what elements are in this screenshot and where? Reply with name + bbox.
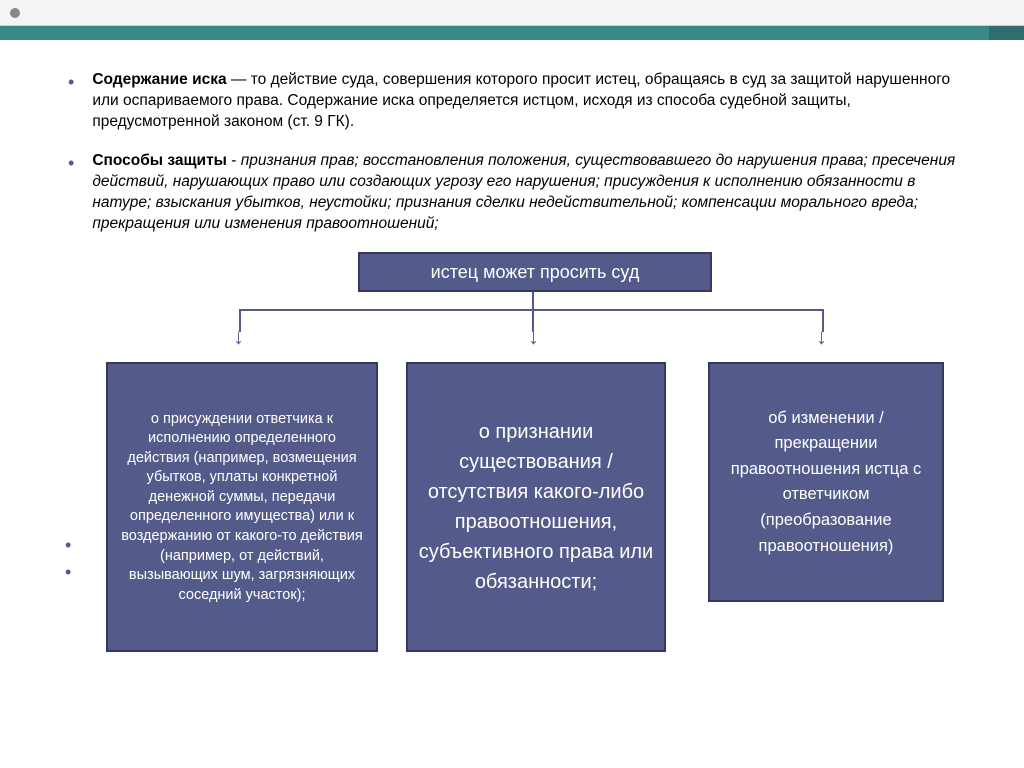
accent-strip — [0, 26, 1024, 40]
bullet-text: Способы защиты - признания прав; восстан… — [92, 151, 956, 235]
diagram-root-node: истец может просить суд — [358, 252, 712, 292]
diagram-child-node: об изменении / прекращении правоотношени… — [708, 362, 944, 602]
connector-lines — [68, 292, 968, 362]
titlebar-dot — [10, 8, 20, 18]
bullet-item: • Способы защиты - признания прав; восст… — [68, 151, 956, 235]
bullet-term: Способы защиты — [92, 152, 227, 169]
diagram-child-node: о присуждении ответчика к исполнению опр… — [106, 362, 378, 652]
bullet-marker: • — [68, 70, 74, 133]
arrow-down-icon: ↓ — [528, 324, 539, 350]
window-titlebar — [0, 0, 1024, 26]
bullet-item: • Содержание иска — то действие суда, со… — [68, 70, 956, 133]
side-bullets: •• — [65, 532, 71, 586]
arrow-down-icon: ↓ — [816, 324, 827, 350]
bullet-dash: - — [227, 152, 241, 169]
bullet-term: Содержание иска — [92, 71, 226, 88]
slide-content: • Содержание иска — то действие суда, со… — [0, 40, 1024, 692]
arrow-down-icon: ↓ — [233, 324, 244, 350]
diagram-child-node: о признании существования /отсутствия ка… — [406, 362, 666, 652]
bullet-text: Содержание иска — то действие суда, сове… — [92, 70, 956, 133]
bullet-marker: • — [68, 151, 74, 235]
tree-diagram: истец может просить суд ↓ ↓ ↓ о присуждени… — [68, 252, 956, 692]
